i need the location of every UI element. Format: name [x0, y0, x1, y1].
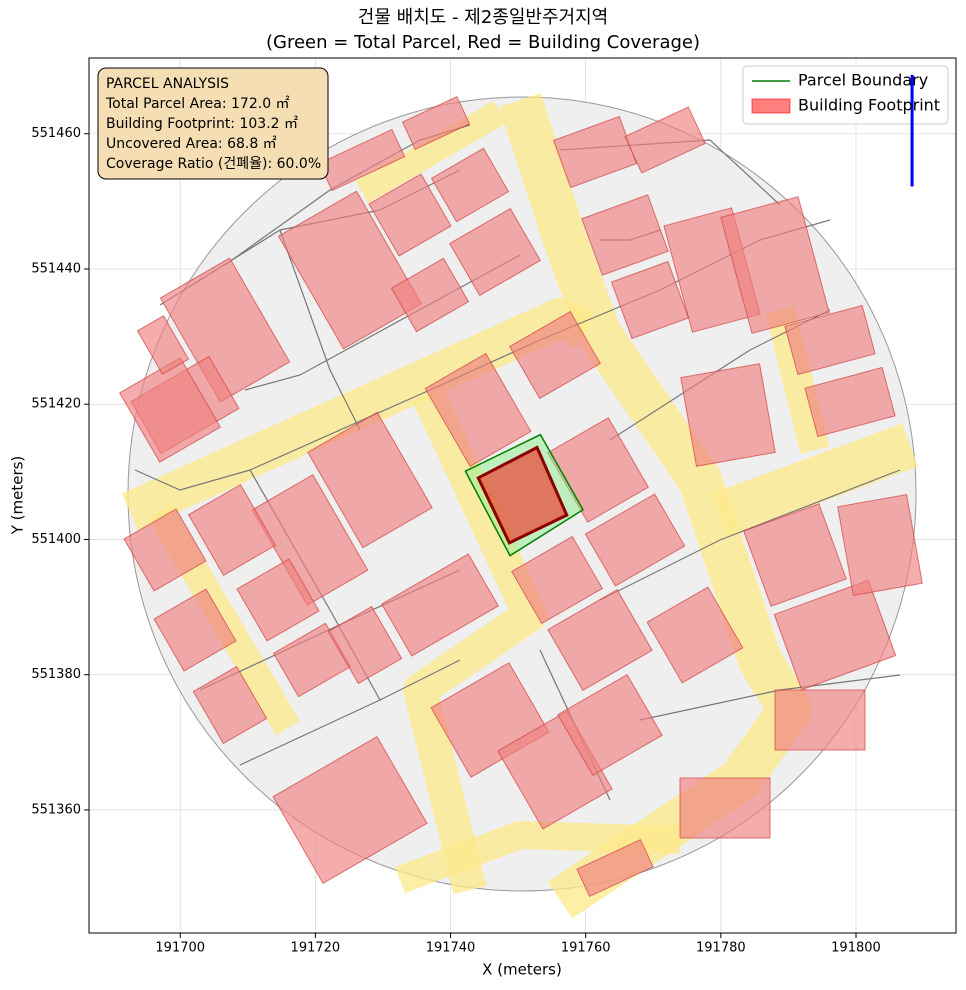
buildings — [119, 96, 923, 898]
x-tick-label: 191780 — [696, 941, 746, 956]
x-tick-label: 191700 — [155, 941, 205, 956]
annotation-line: Total Parcel Area: 172.0 ㎡ — [105, 96, 290, 112]
annotation-line: Building Footprint: 103.2 ㎡ — [106, 116, 298, 132]
y-tick-label: 551380 — [31, 667, 81, 682]
y-tick-label: 551400 — [31, 532, 81, 547]
x-axis-label: X (meters) — [482, 961, 562, 979]
x-tick-label: 191740 — [426, 941, 476, 956]
x-tick-label: 191760 — [561, 941, 611, 956]
axes-frame — [88, 57, 957, 934]
y-tick-label: 551360 — [31, 802, 81, 817]
series-polygon — [476, 445, 569, 545]
annotation-line: Coverage Ratio (건폐율): 60.0% — [106, 156, 321, 172]
y-tick-label: 551460 — [31, 126, 81, 141]
chart-subtitle: (Green = Total Parcel, Red = Building Co… — [266, 32, 700, 53]
annotation-line: PARCEL ANALYSIS — [106, 76, 229, 92]
legend-box — [742, 65, 949, 125]
x-tick-label: 191720 — [291, 941, 341, 956]
x-tick-label: 191800 — [831, 941, 881, 956]
annotation-line: Uncovered Area: 68.8 ㎡ — [106, 136, 277, 152]
legend-label: Building Footprint — [798, 96, 940, 115]
legend-swatch — [751, 98, 791, 114]
y-axis-label: Y (meters) — [9, 456, 27, 536]
legend-label: Parcel Boundary — [798, 71, 928, 90]
y-tick-label: 551440 — [31, 261, 81, 276]
chart-title: 건물 배치도 - 제2종일반주거지역 — [358, 7, 608, 28]
site-background — [119, 93, 923, 919]
annotation-box — [97, 67, 329, 180]
y-tick-label: 551420 — [31, 397, 81, 412]
